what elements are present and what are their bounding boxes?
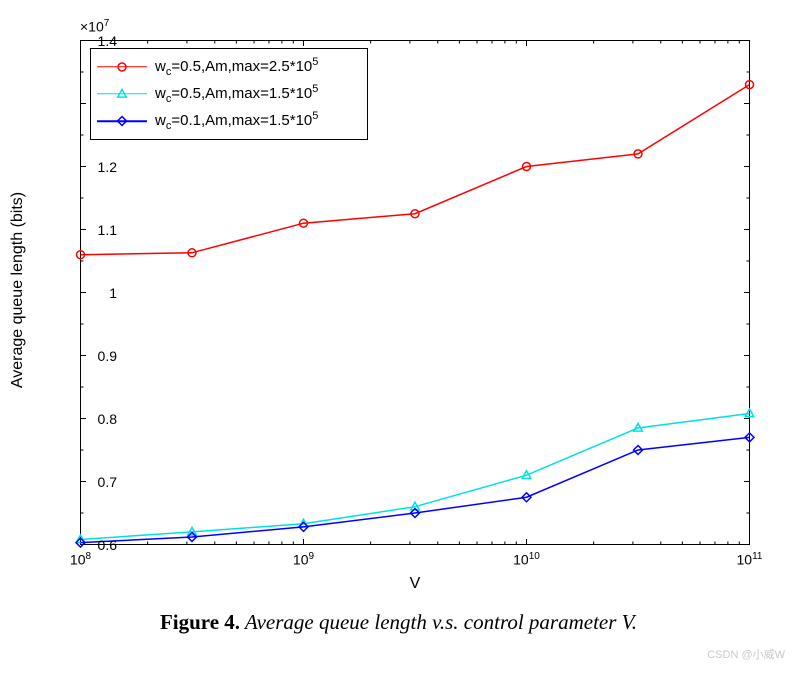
y-tick-label: 1.2 bbox=[98, 159, 117, 175]
y-tick-label: 1.1 bbox=[98, 222, 117, 238]
legend-label: wc=0.5,Am,max=2.5*105 bbox=[155, 56, 318, 78]
y-axis-label: Average queue length (bits) bbox=[9, 192, 27, 388]
y-tick-label: 0.7 bbox=[98, 474, 117, 490]
legend-swatch bbox=[97, 85, 147, 103]
x-axis-label: V bbox=[410, 575, 421, 593]
x-tick-label: 1011 bbox=[737, 551, 763, 568]
y-tick-label: 1.4 bbox=[98, 33, 117, 49]
legend-label: wc=0.1,Am,max=1.5*105 bbox=[155, 110, 318, 132]
watermark: CSDN @小威W bbox=[707, 646, 785, 662]
y-tick-label: 0.8 bbox=[98, 411, 117, 427]
x-tick-label: 109 bbox=[293, 551, 314, 568]
legend-swatch bbox=[97, 112, 147, 130]
legend: wc=0.5,Am,max=2.5*105 wc=0.5,Am,max=1.5*1… bbox=[90, 48, 368, 140]
y-tick-label: 1 bbox=[109, 285, 117, 301]
legend-swatch bbox=[97, 58, 147, 76]
caption-italic: Average queue length v.s. control parame… bbox=[240, 610, 637, 634]
y-tick-label: 0.6 bbox=[98, 537, 117, 553]
legend-label: wc=0.5,Am,max=1.5*105 bbox=[155, 83, 318, 105]
x-tick-label: 1010 bbox=[513, 551, 540, 568]
legend-item: wc=0.5,Am,max=2.5*105 bbox=[97, 53, 359, 80]
x-tick-label: 108 bbox=[70, 551, 91, 568]
figure-caption: Figure 4. Average queue length v.s. cont… bbox=[0, 610, 797, 635]
legend-item: wc=0.5,Am,max=1.5*105 bbox=[97, 80, 359, 107]
caption-bold: Figure 4. bbox=[160, 610, 240, 634]
y-tick-label: 0.9 bbox=[98, 348, 117, 364]
figure-container: ×107 Average queue length (bits) V 0.60.… bbox=[0, 0, 797, 676]
legend-item: wc=0.1,Am,max=1.5*105 bbox=[97, 108, 359, 135]
